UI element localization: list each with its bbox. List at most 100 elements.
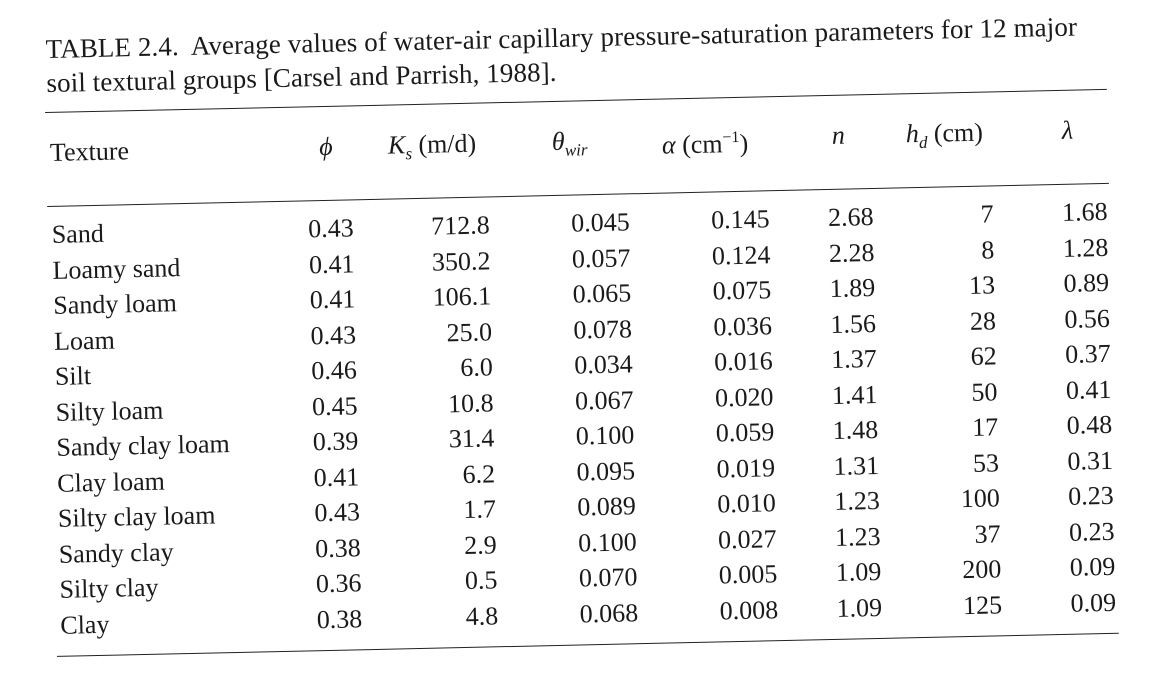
cell-alpha: 0.020 bbox=[714, 381, 774, 413]
cell-phi: 0.39 bbox=[312, 426, 359, 457]
cell-hd: 37 bbox=[974, 518, 1001, 549]
cell-theta: 0.089 bbox=[577, 491, 637, 522]
cell-texture: Sand bbox=[51, 218, 105, 249]
cell-ks: 0.5 bbox=[464, 565, 498, 596]
cell-hd: 200 bbox=[961, 554, 1002, 585]
cell-alpha: 0.036 bbox=[713, 310, 773, 342]
cell-lambda: 1.68 bbox=[1061, 196, 1108, 227]
cell-ks: 106.1 bbox=[432, 281, 492, 312]
theta-symbol: θ bbox=[551, 126, 565, 157]
cell-alpha: 0.016 bbox=[713, 346, 774, 377]
cell-hd: 28 bbox=[969, 305, 997, 336]
table-body: Sand 0.43 712.8 0.045 0.145 2.68 7 1.68 … bbox=[0, 193, 1162, 644]
cell-theta: 0.078 bbox=[573, 313, 633, 345]
cell-alpha: 0.124 bbox=[711, 239, 771, 271]
lambda-symbol: λ bbox=[1061, 115, 1074, 145]
cell-texture: Silty clay loam bbox=[57, 500, 216, 533]
cell-ks: 31.4 bbox=[448, 423, 495, 454]
cell-n: 2.28 bbox=[828, 237, 875, 268]
cell-lambda: 0.37 bbox=[1064, 338, 1111, 369]
cell-lambda: 0.56 bbox=[1064, 303, 1111, 334]
cell-ks: 2.9 bbox=[463, 529, 497, 560]
cell-theta: 0.045 bbox=[570, 207, 630, 238]
cell-alpha: 0.027 bbox=[717, 523, 777, 554]
table-caption: TABLE 2.4. Average values of water-air ca… bbox=[45, 9, 1116, 100]
cell-theta: 0.068 bbox=[579, 597, 639, 629]
cell-ks: 6.0 bbox=[459, 352, 494, 383]
cell-lambda: 0.23 bbox=[1067, 480, 1115, 511]
cell-theta: 0.100 bbox=[575, 420, 635, 451]
cell-ks: 350.2 bbox=[431, 245, 491, 277]
hd-unit: (cm) bbox=[926, 117, 984, 148]
cell-n: 1.23 bbox=[834, 521, 881, 552]
cell-texture: Sandy loam bbox=[53, 288, 178, 320]
cell-hd: 17 bbox=[971, 412, 999, 442]
cell-theta: 0.100 bbox=[577, 526, 637, 558]
cell-alpha: 0.010 bbox=[717, 488, 777, 519]
cell-phi: 0.43 bbox=[310, 319, 357, 350]
cell-lambda: 0.09 bbox=[1070, 587, 1117, 618]
cell-alpha: 0.145 bbox=[710, 204, 770, 235]
cell-alpha: 0.075 bbox=[712, 275, 772, 306]
cell-hd: 125 bbox=[962, 589, 1003, 620]
header-displacement-head: hd (cm) bbox=[905, 117, 983, 160]
cell-hd: 7 bbox=[980, 199, 994, 229]
cell-alpha: 0.019 bbox=[716, 452, 776, 483]
cell-n: 1.56 bbox=[830, 308, 877, 339]
header-texture: Texture bbox=[49, 136, 130, 167]
cell-theta: 0.057 bbox=[571, 242, 631, 274]
cell-hd: 100 bbox=[960, 483, 1001, 514]
cell-phi: 0.46 bbox=[311, 355, 358, 386]
cell-phi: 0.38 bbox=[316, 603, 363, 634]
cell-phi: 0.41 bbox=[313, 461, 360, 492]
header-alpha: α (cm−1) bbox=[662, 122, 749, 162]
cell-texture: Sandy clay bbox=[58, 536, 174, 569]
ks-symbol: K bbox=[387, 130, 406, 160]
header-residual-saturation: θwir bbox=[552, 125, 588, 167]
cell-hd: 50 bbox=[971, 376, 998, 407]
cell-lambda: 0.48 bbox=[1066, 409, 1113, 440]
cell-n: 1.37 bbox=[830, 343, 878, 374]
cell-texture: Silt bbox=[54, 361, 92, 391]
cell-phi: 0.45 bbox=[311, 390, 358, 421]
cell-alpha: 0.059 bbox=[715, 417, 775, 448]
cell-texture: Loamy sand bbox=[52, 252, 181, 285]
cell-theta: 0.070 bbox=[578, 562, 638, 593]
cell-n: 1.89 bbox=[829, 272, 876, 303]
cell-phi: 0.43 bbox=[314, 497, 361, 528]
header-conductivity: Ks (m/d) bbox=[388, 128, 477, 171]
table-number: TABLE 2.4. bbox=[45, 31, 180, 65]
cell-hd: 53 bbox=[972, 447, 1000, 478]
cell-ks: 6.2 bbox=[462, 458, 496, 489]
n-symbol: n bbox=[831, 120, 846, 150]
phi-symbol: ϕ bbox=[318, 131, 333, 162]
cell-lambda: 0.09 bbox=[1069, 551, 1116, 582]
cell-alpha: 0.008 bbox=[719, 594, 779, 625]
cell-n: 1.09 bbox=[836, 592, 883, 623]
cell-n: 1.31 bbox=[833, 450, 880, 481]
cell-lambda: 1.28 bbox=[1062, 232, 1109, 263]
cell-ks: 25.0 bbox=[446, 316, 493, 347]
hd-symbol: h bbox=[905, 119, 920, 149]
cell-texture: Silty loam bbox=[55, 395, 164, 427]
alpha-unit-open: (cm bbox=[675, 129, 723, 160]
header-n: n bbox=[831, 120, 845, 152]
cell-phi: 0.36 bbox=[315, 568, 362, 599]
cell-phi: 0.38 bbox=[314, 532, 361, 563]
cell-theta: 0.034 bbox=[573, 349, 634, 380]
caption-text: Average values of water-air capillary pr… bbox=[46, 11, 1078, 99]
alpha-unit-exponent: −1 bbox=[722, 128, 740, 147]
cell-theta: 0.065 bbox=[572, 278, 632, 309]
cell-texture: Clay loam bbox=[56, 466, 166, 498]
cell-hd: 62 bbox=[970, 341, 997, 371]
alpha-unit-close: ) bbox=[739, 128, 749, 158]
cell-hd: 8 bbox=[981, 234, 995, 265]
cell-phi: 0.43 bbox=[307, 213, 355, 244]
cell-theta: 0.067 bbox=[574, 384, 634, 416]
cell-n: 1.41 bbox=[831, 379, 878, 410]
cell-n: 1.09 bbox=[835, 556, 882, 587]
cell-n: 1.23 bbox=[833, 485, 881, 516]
cell-theta: 0.095 bbox=[576, 455, 636, 487]
cell-n: 2.68 bbox=[827, 202, 874, 232]
